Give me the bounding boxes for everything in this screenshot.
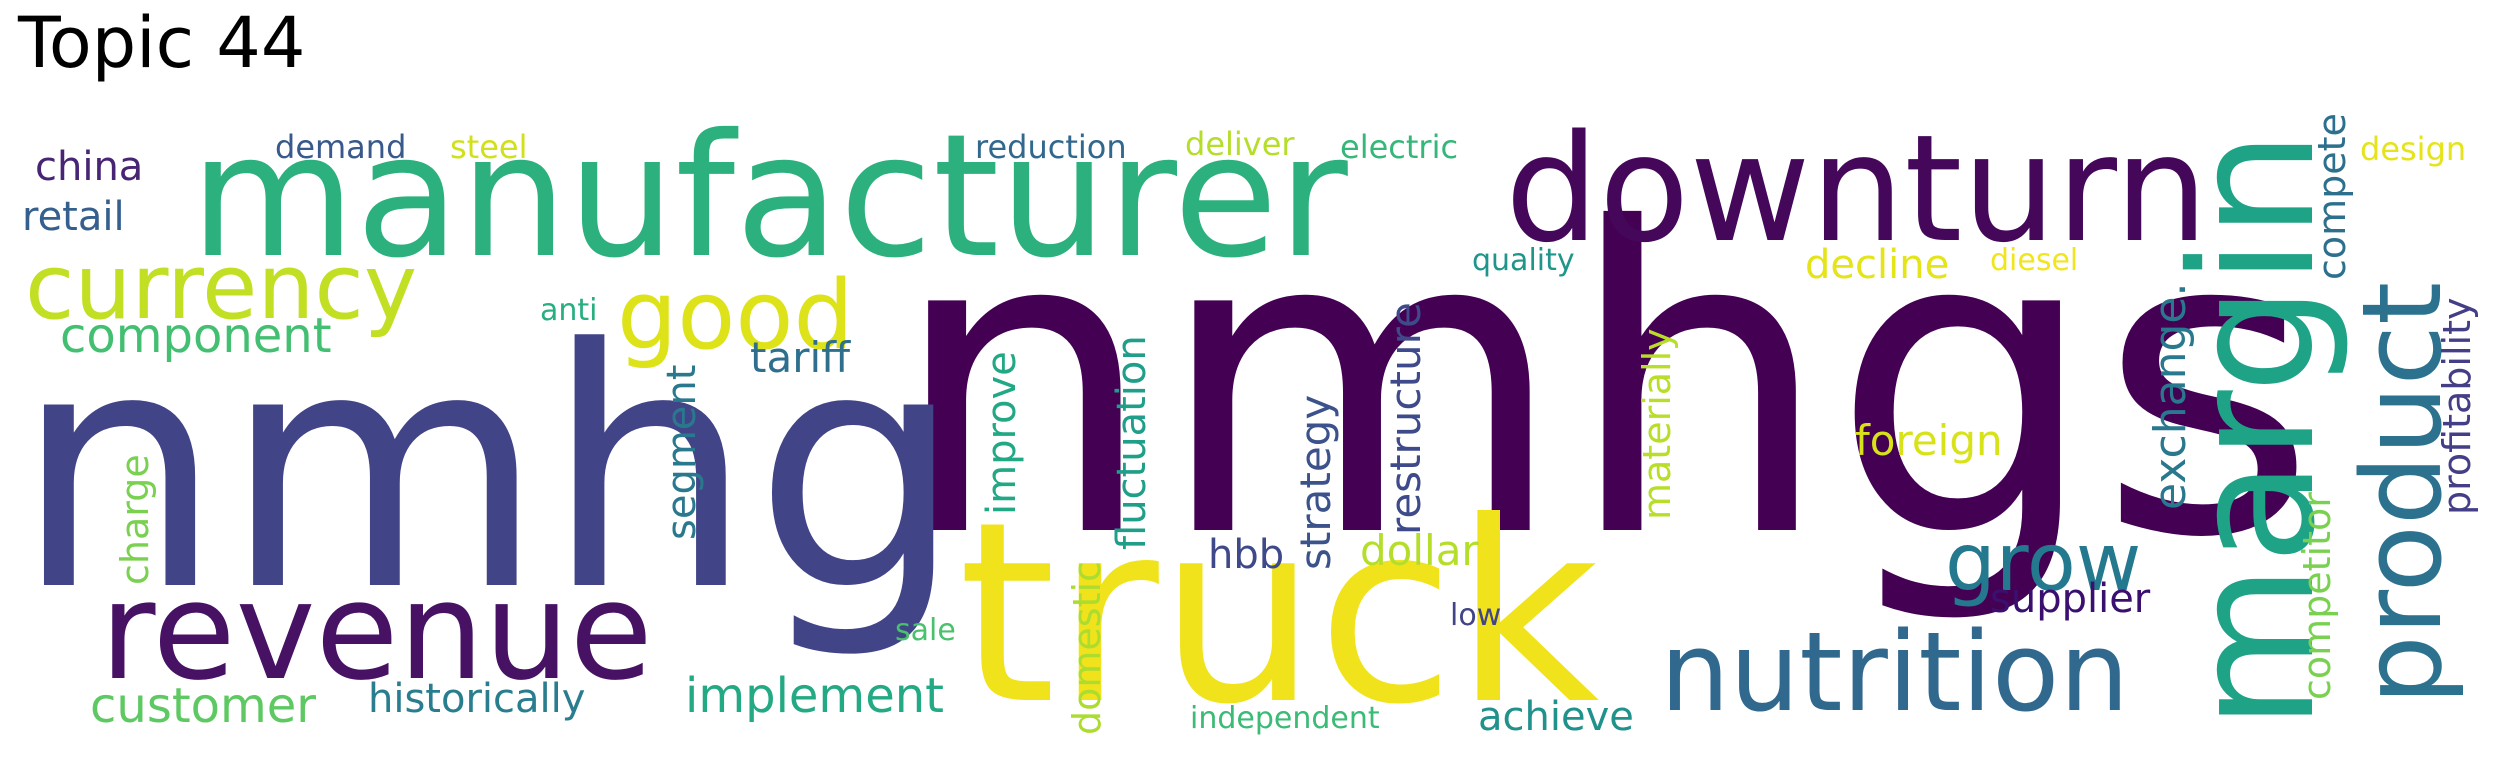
- word-retail: retail: [22, 194, 125, 240]
- word-charge: charge: [113, 454, 157, 585]
- word-strategy: strategy: [1291, 395, 1340, 570]
- word-improve: improve: [979, 351, 1025, 515]
- word-product: product: [2338, 282, 2466, 705]
- word-supplier: supplier: [1990, 576, 2151, 622]
- word-nmhgs: nmhgs: [890, 141, 2317, 630]
- word-currency: currency: [25, 235, 417, 340]
- word-segment: segment: [659, 365, 705, 540]
- word-competitor: competitor: [2295, 492, 2339, 700]
- word-grow: grow: [1945, 516, 2141, 609]
- word-profitability: profitability: [2435, 298, 2479, 515]
- word-sale: sale: [895, 613, 956, 648]
- word-low: low: [1450, 598, 1501, 633]
- word-china: china: [35, 144, 143, 190]
- word-historically: historically: [368, 676, 585, 722]
- word-manufacturer: manufacturer: [190, 98, 1348, 296]
- word-dollar: dollar: [1360, 526, 1479, 575]
- word-reduction: reduction: [975, 128, 1127, 166]
- word-serve: serve: [1730, 533, 1813, 568]
- word-downturn: downturn: [1505, 103, 2208, 275]
- word-quality: quality: [1472, 243, 1575, 278]
- word-good: good: [617, 261, 854, 371]
- word-compete: compete: [2310, 113, 2354, 280]
- word-revenue: revenue: [100, 553, 653, 710]
- word-restructure: restructure: [1381, 302, 1430, 535]
- word-hbb: hbb: [1208, 532, 1284, 578]
- word-exchange: exchange.: [2145, 283, 2196, 510]
- word-truck: truck: [958, 468, 1600, 759]
- word-electric: electric: [1340, 128, 1458, 166]
- word-achieve: achieve: [1478, 694, 1634, 740]
- word-component: component: [60, 308, 332, 364]
- word-nmhg: nmhg: [14, 279, 963, 663]
- word-materially: materially: [1635, 328, 1679, 520]
- word-deliver: deliver: [1185, 125, 1295, 163]
- word-domestic: domestic: [1065, 561, 1109, 735]
- word-demand: demand: [275, 128, 406, 166]
- word-tariff: tariff: [750, 333, 851, 382]
- word-customer: customer: [90, 678, 316, 734]
- word-independent: independent: [1190, 701, 1380, 736]
- word-implement: implement: [685, 668, 944, 724]
- word-anti: anti: [540, 293, 598, 328]
- word-decline: decline: [1805, 242, 1949, 288]
- word-nutrition: nutrition: [1660, 608, 2129, 736]
- word-steel: steel: [450, 128, 527, 166]
- word-fluctuation: fluctuation: [1109, 335, 1155, 550]
- word-margin: margin: [2155, 130, 2353, 730]
- chart-title: Topic 44: [18, 2, 306, 84]
- word-design: design: [2360, 130, 2466, 168]
- word-foreign: foreign: [1855, 416, 2003, 465]
- word-diesel: diesel: [1990, 243, 2078, 278]
